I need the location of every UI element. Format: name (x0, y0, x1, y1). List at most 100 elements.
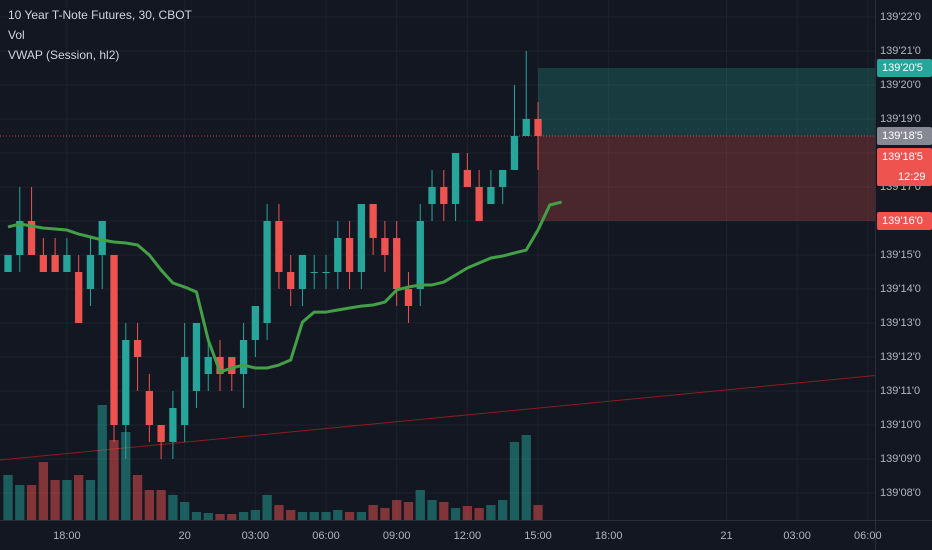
x-tick-label: 03:00 (242, 530, 270, 542)
x-tick-label: 18:00 (53, 530, 81, 542)
chart-title: 10 Year T-Note Futures, 30, CBOT (8, 8, 193, 22)
volume-bar (498, 500, 508, 520)
volume-bar (356, 512, 367, 520)
candle-body (39, 254, 47, 272)
volume-bar (474, 508, 484, 520)
volume-bar (97, 405, 107, 520)
volume-bar (238, 512, 249, 520)
volume-bar (227, 514, 237, 520)
y-tick-label: 139'22'0 (880, 11, 921, 23)
volume-bar (144, 490, 154, 520)
x-tick-label: 03:00 (783, 530, 811, 542)
candle-body (204, 357, 212, 375)
y-tick-label: 139'11'0 (880, 385, 920, 397)
candle-body (75, 271, 83, 324)
y-tick-label: 139'20'0 (880, 79, 921, 91)
volume-bar (109, 440, 119, 520)
candle-body (239, 340, 248, 375)
candle-body (334, 237, 342, 272)
candle-body (98, 220, 106, 255)
candle-body (169, 408, 177, 443)
volume-bar (462, 506, 473, 520)
volume-bar (215, 514, 225, 520)
volume-bar (486, 505, 496, 520)
candle-body (192, 323, 201, 392)
candle-body (345, 237, 354, 272)
candle-body (63, 254, 71, 272)
volume-bar (26, 485, 37, 520)
candle-body (216, 357, 224, 375)
vwap-line (7, 200, 562, 374)
volume-bar (156, 490, 166, 520)
trend-line (0, 375, 876, 461)
volume-bar (333, 510, 343, 520)
candle-body (322, 271, 330, 273)
candle-body (475, 186, 483, 221)
volume-bar (38, 462, 48, 520)
volume-bar (85, 480, 96, 520)
x-tick-label: 09:00 (383, 530, 411, 542)
candle-body (510, 135, 519, 170)
volume-bar (521, 435, 531, 520)
stop-zone (538, 135, 875, 221)
y-tick-label: 139'21'0 (880, 45, 921, 57)
volume-bar (180, 502, 190, 520)
volume-bar (450, 508, 461, 520)
candle-body (381, 237, 389, 255)
candle-body (404, 288, 413, 306)
volume-bar (321, 512, 331, 520)
y-tick-label: 139'19'0 (880, 113, 921, 125)
volume-bar (203, 513, 213, 520)
candle-body (51, 254, 59, 272)
stop-label-box (877, 211, 932, 230)
volume-bar (297, 512, 308, 520)
volume-label: Vol (8, 28, 25, 42)
x-tick-label: 18:00 (595, 530, 623, 542)
target-zone (538, 67, 875, 136)
candle-body (157, 425, 165, 443)
last-price-label: 139'18'5 (882, 151, 923, 163)
candle-body (275, 220, 283, 272)
volume-bar (274, 505, 284, 520)
candle-body (310, 271, 318, 273)
volume-bar (121, 432, 131, 520)
candle-body (287, 271, 295, 289)
candle-body (357, 203, 366, 272)
volume-bar (439, 502, 449, 520)
candle-body (122, 340, 130, 426)
volume-bar (392, 500, 402, 520)
volume-bar (427, 500, 437, 520)
candle-body (181, 357, 189, 426)
volume-bar (62, 480, 72, 520)
candle-body (110, 254, 118, 426)
candle-body (451, 152, 460, 204)
candle-body (416, 220, 424, 289)
volume-bar (3, 475, 13, 520)
candle-body (228, 357, 236, 375)
candle-body (27, 220, 36, 255)
y-tick-label: 139'09'0 (880, 453, 921, 465)
candle-body (487, 186, 495, 204)
volume-bar (15, 485, 25, 520)
volume-bar (132, 475, 143, 520)
volume-bar (191, 512, 202, 520)
y-tick-label: 139'14'0 (880, 283, 921, 295)
candle-body (369, 203, 377, 238)
candle-body (499, 169, 507, 187)
volume-bar (368, 505, 378, 520)
vwap-label: VWAP (Session, hl2) (8, 48, 119, 62)
candle-body (145, 391, 153, 426)
volume-bar (262, 495, 272, 520)
y-tick-label: 139'15'0 (880, 249, 921, 261)
volume-bar (250, 510, 261, 520)
volume-bar (403, 502, 414, 520)
target-label: 139'20'5 (882, 62, 923, 74)
target-label-box (877, 58, 932, 77)
candle-body (86, 254, 95, 289)
x-tick-label: 15:00 (524, 530, 552, 542)
volume-bar (309, 512, 319, 520)
volume-bar (74, 475, 84, 520)
candle-body (440, 186, 448, 204)
entry-label: 139'18'5 (882, 130, 923, 142)
